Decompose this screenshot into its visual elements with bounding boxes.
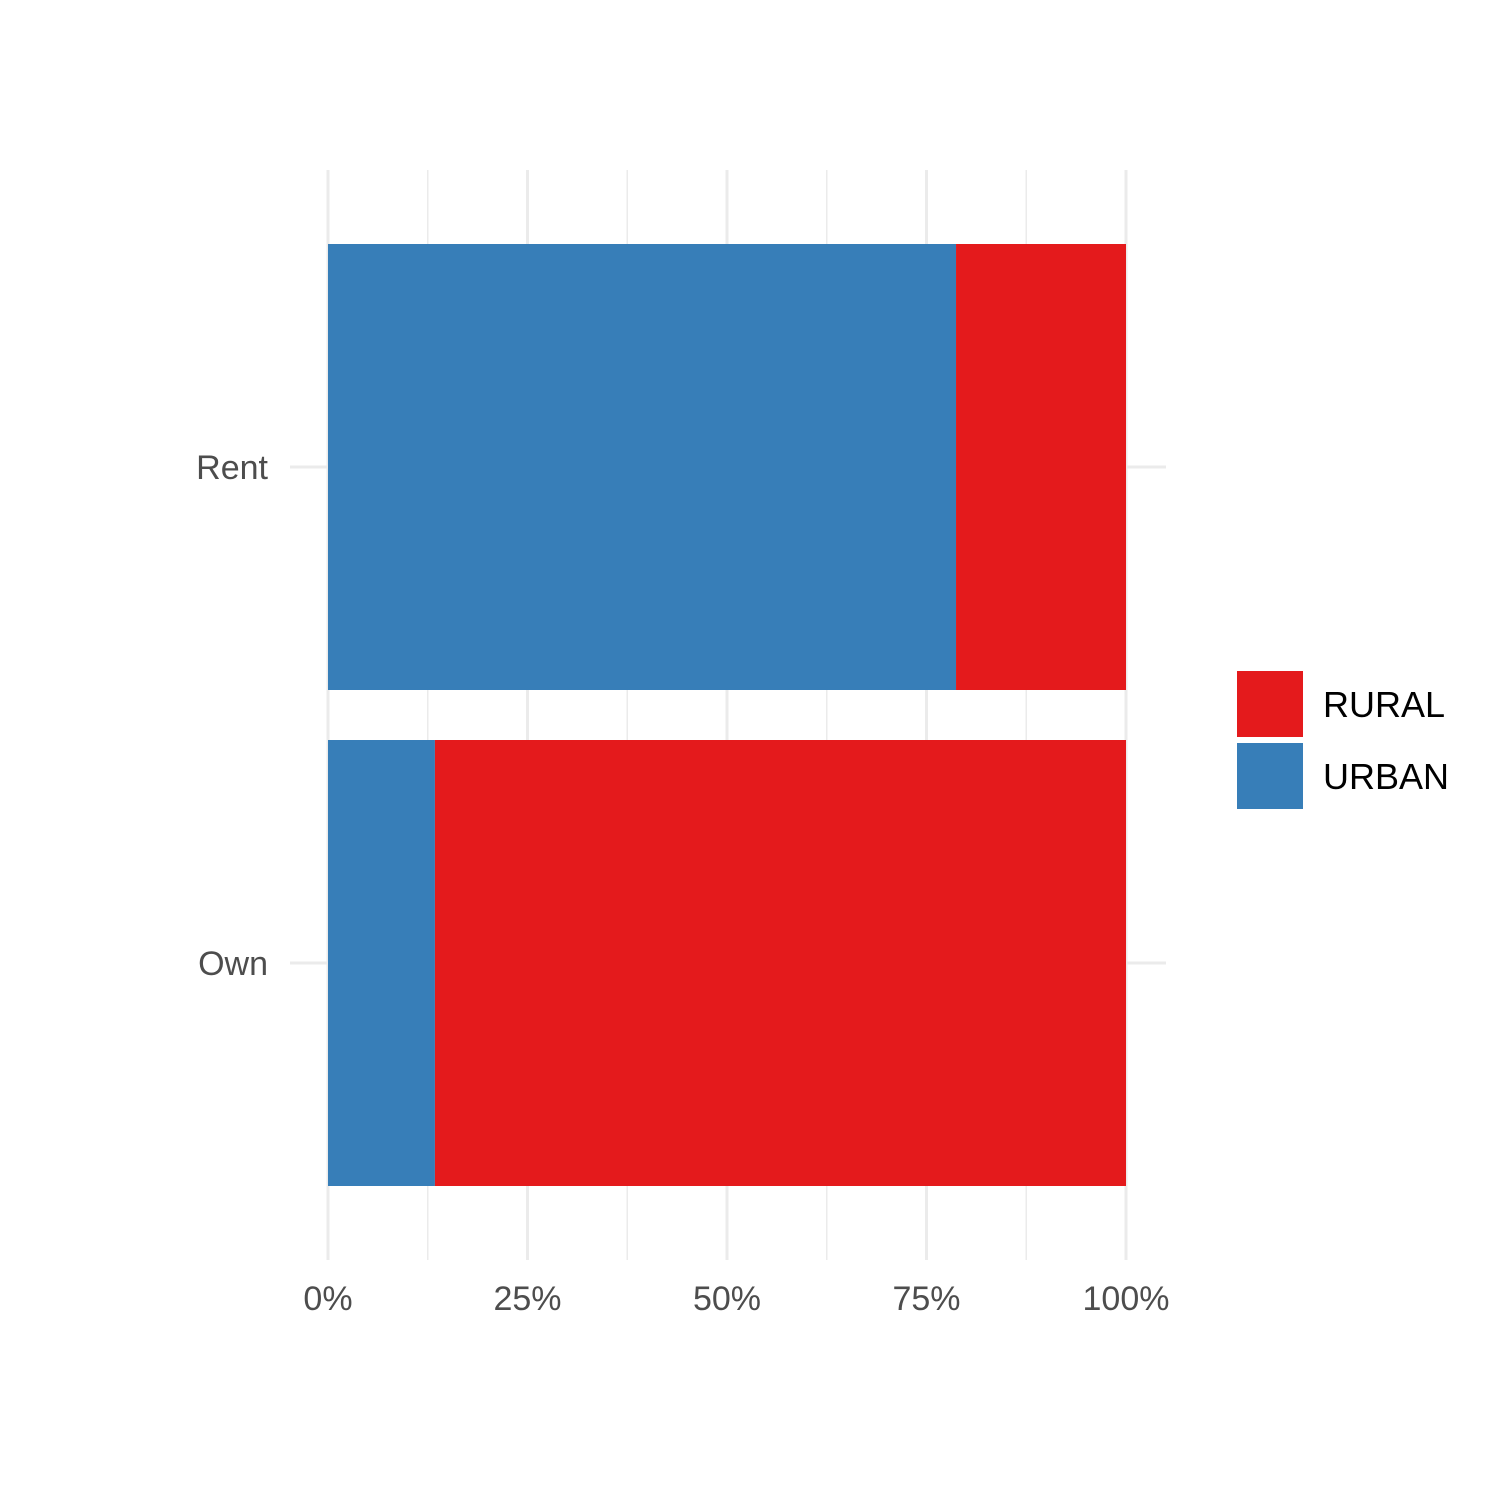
bar-rent-urban (328, 244, 957, 690)
legend: RURAL URBAN (1237, 671, 1449, 809)
y-tick-label: Own (198, 945, 268, 983)
legend-label: URBAN (1323, 756, 1449, 797)
y-tick-label: Rent (196, 449, 268, 487)
x-axis: 0% 25% 50% 75% 100% (303, 1280, 1169, 1318)
x-tick-label: 0% (303, 1280, 352, 1318)
y-axis: Rent Own (196, 449, 268, 983)
x-tick-label: 25% (493, 1280, 561, 1318)
bars (328, 244, 1126, 1186)
legend-key-rural (1237, 671, 1303, 737)
legend-key-urban (1237, 743, 1303, 809)
x-tick-label: 50% (693, 1280, 761, 1318)
bar-own-rural (434, 740, 1126, 1186)
bar-rent-rural (956, 244, 1126, 690)
x-tick-label: 75% (892, 1280, 960, 1318)
x-tick-label: 100% (1083, 1280, 1170, 1318)
legend-label: RURAL (1323, 684, 1445, 725)
bar-own-urban (328, 740, 435, 1186)
